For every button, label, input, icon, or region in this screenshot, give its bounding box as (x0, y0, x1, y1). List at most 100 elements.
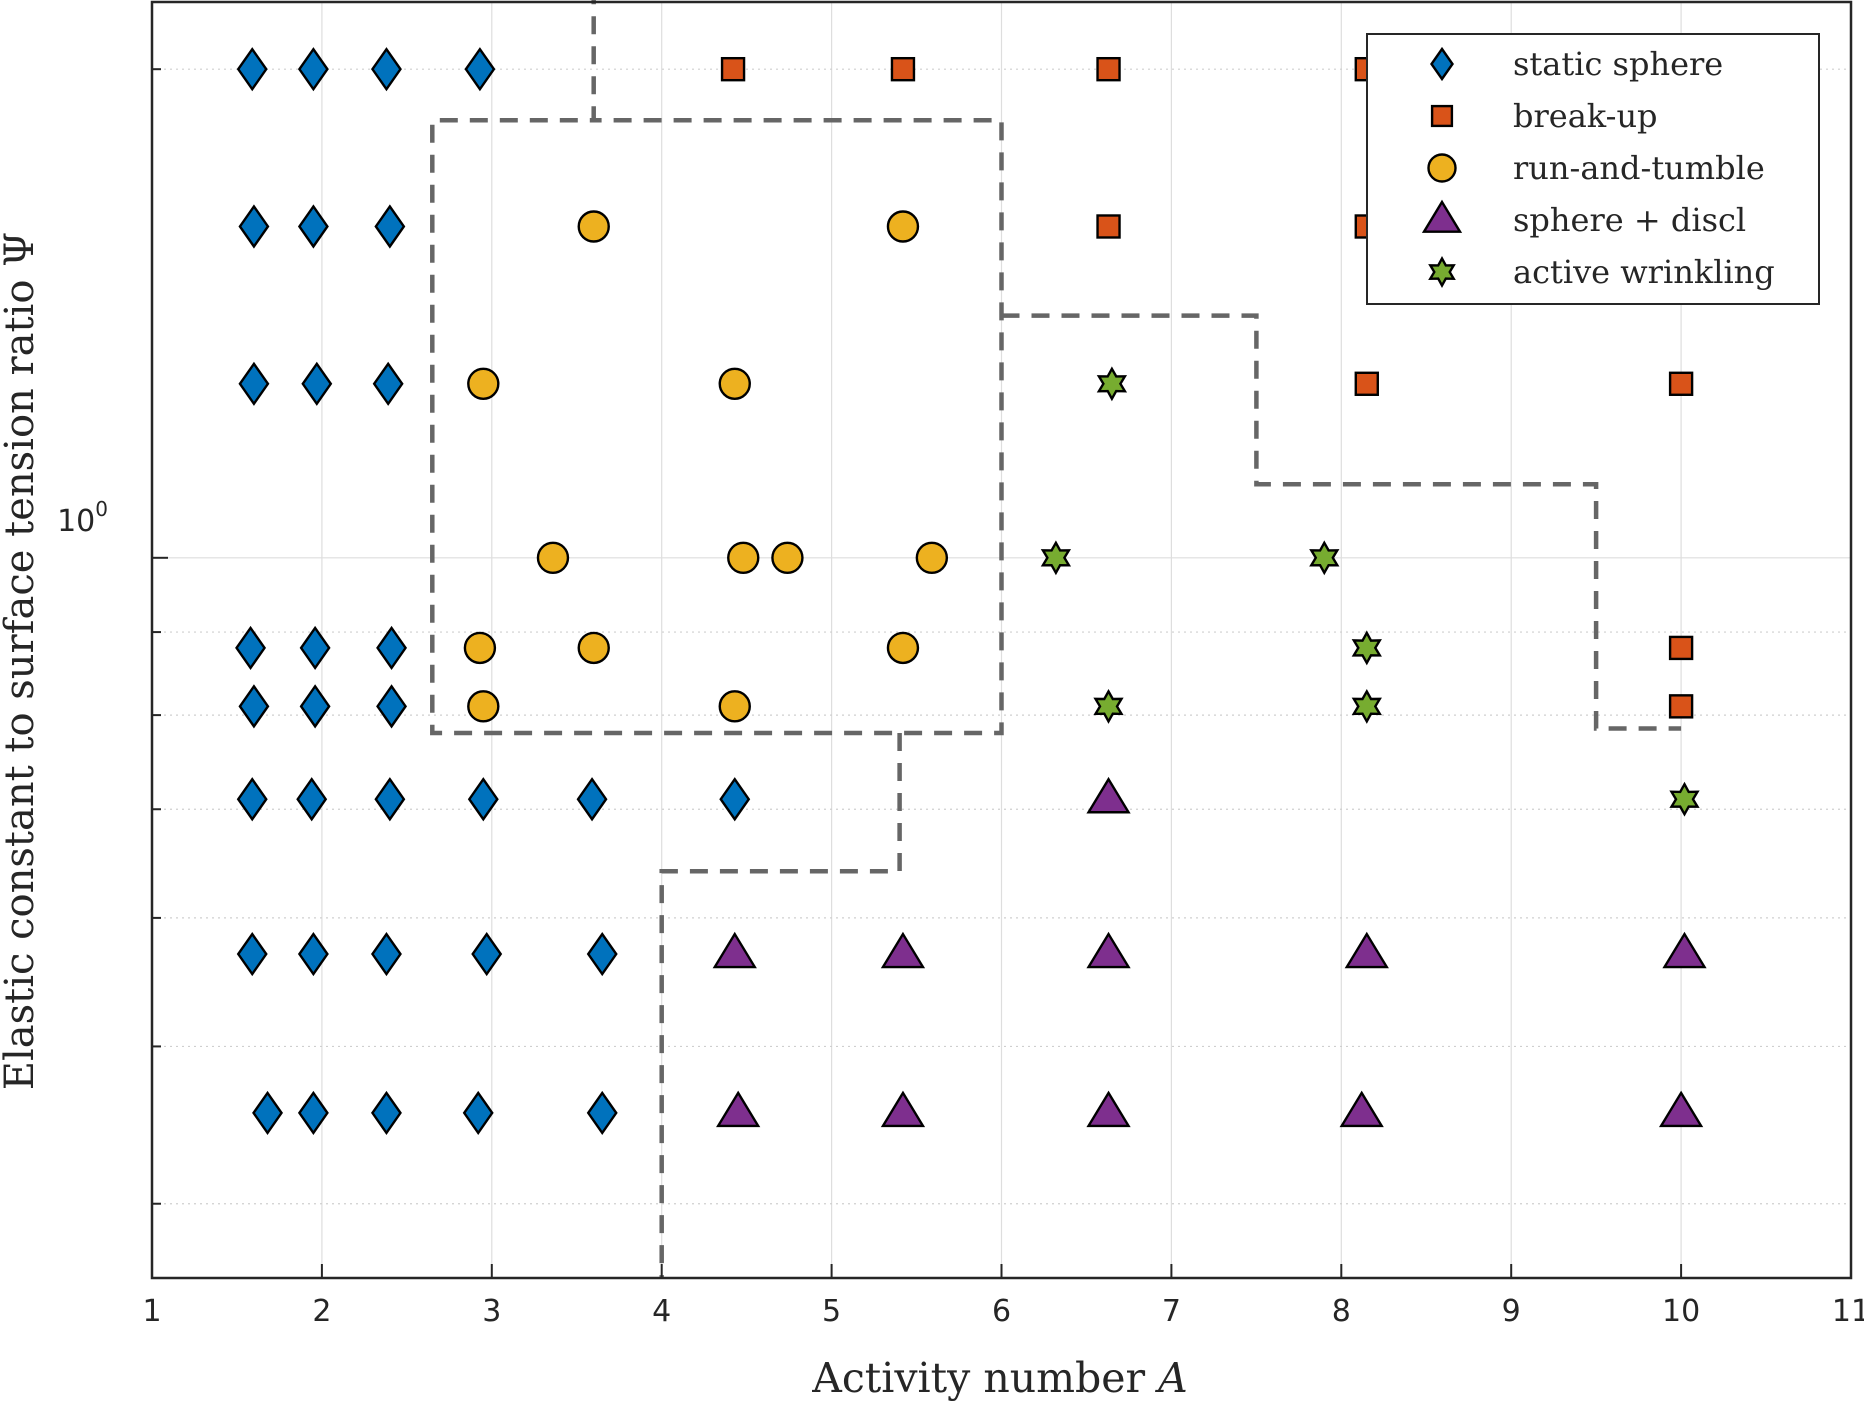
discl-point (880, 1090, 926, 1128)
x-tick-label: 8 (1332, 1294, 1351, 1329)
discl-point (1658, 1090, 1704, 1128)
y-tick-label-exponent: 0 (95, 497, 108, 521)
static-point (238, 204, 270, 249)
y-axis-label: Elastic constant to surface tension rati… (0, 232, 43, 1090)
discl-point (716, 1090, 761, 1128)
discl-point (1086, 931, 1131, 969)
breakup-point (1096, 56, 1121, 82)
static-point (374, 204, 406, 249)
axis-ticks: 1 2 3 4 5 6 7 8 9 10 11 (142, 68, 1864, 1329)
runtumble-point (718, 690, 751, 723)
legend-marker-runtumble (1427, 153, 1457, 183)
runtumble-point (718, 367, 751, 400)
x-axis-label-text: Activity number (811, 1354, 1158, 1402)
static-point (296, 777, 328, 822)
x-tick-label: 1 (142, 1294, 161, 1329)
x-axis-label: Activity number A (811, 1354, 1188, 1402)
x-tick-label: 9 (1502, 1294, 1521, 1329)
static-point (252, 1090, 283, 1136)
static-point (376, 625, 408, 671)
static-point (297, 1090, 329, 1136)
static-point (236, 931, 268, 977)
discl-point (880, 931, 926, 969)
x-tick-label: 7 (1162, 1294, 1181, 1329)
discl-point (712, 931, 757, 969)
legend-marker-wrinkling (1428, 256, 1456, 288)
phase-boundary-line (1001, 313, 1682, 731)
discl-point (1662, 931, 1707, 969)
legend: static sphere break-up run-and-tumble spher… (1366, 33, 1820, 305)
x-tick-label: 5 (822, 1294, 841, 1329)
wrinkling-point (1351, 688, 1382, 724)
static-point (236, 47, 268, 92)
wrinkling-point (1096, 366, 1128, 402)
legend-label-wrinkling: active wrinkling (1513, 253, 1775, 291)
x-tick-label: 10 (1662, 1294, 1700, 1329)
breakup-point (720, 56, 746, 82)
static-point (467, 777, 499, 822)
runtumble-point (467, 690, 500, 723)
static-point (236, 777, 268, 822)
static-point (238, 361, 270, 406)
static-point (719, 777, 751, 822)
phase-boundary-line (659, 733, 902, 1278)
legend-marker-discl (1421, 199, 1463, 233)
legend-label-runtumble: run-and-tumble (1513, 149, 1765, 187)
static-point (299, 625, 331, 671)
x-tick-label: 3 (482, 1294, 501, 1329)
discl-point (1086, 1090, 1131, 1128)
runtumble-point (727, 541, 760, 575)
static-point (301, 361, 333, 406)
static-point (462, 1090, 494, 1136)
runtumble-point (577, 631, 610, 665)
static-point (576, 777, 608, 822)
static-point (299, 684, 331, 729)
legend-label-discl: sphere + discl (1513, 201, 1746, 239)
x-tick-label: 2 (312, 1294, 331, 1329)
phase-boundaries (430, 0, 1682, 1278)
wrinkling-point (1351, 630, 1382, 666)
runtumble-point (771, 541, 804, 575)
static-point (370, 47, 402, 92)
runtumble-point (886, 210, 920, 243)
static-point (374, 777, 406, 822)
breakup-point (1096, 214, 1121, 239)
breakup-point (890, 56, 916, 82)
runtumble-point (577, 210, 610, 243)
static-point (235, 625, 267, 671)
discl-point (1086, 776, 1131, 814)
y-tick-label-base: 10 (57, 504, 95, 539)
static-point (370, 1090, 402, 1136)
legend-marker-breakup (1430, 104, 1454, 128)
static-point (297, 931, 329, 977)
static-point (370, 931, 402, 977)
static-point (586, 931, 618, 977)
breakup-point (1354, 371, 1379, 396)
x-tick-label: 4 (652, 1294, 671, 1329)
x-tick-label: 6 (992, 1294, 1011, 1329)
runtumble-point (463, 631, 497, 665)
x-axis-label-variable: A (1154, 1354, 1188, 1402)
runtumble-point (467, 367, 500, 400)
static-point (297, 47, 329, 92)
runtumble-point (536, 541, 570, 575)
static-point (238, 684, 270, 729)
wrinkling-point (1309, 540, 1340, 576)
runtumble-point (886, 631, 920, 665)
static-point (297, 204, 329, 249)
discl-point (1344, 931, 1389, 969)
static-point (586, 1090, 618, 1136)
runtumble-point (915, 541, 949, 575)
breakup-point (1668, 371, 1694, 396)
static-point (372, 361, 404, 406)
static-point (471, 931, 503, 977)
legend-marker-static (1430, 46, 1454, 82)
discl-point (1339, 1090, 1384, 1128)
x-tick-label: 11 (1832, 1294, 1864, 1329)
wrinkling-point (1040, 540, 1072, 576)
wrinkling-point (1669, 781, 1700, 817)
phase-boundary-line (430, 0, 1004, 736)
legend-label-static: static sphere (1513, 45, 1723, 83)
y-tick-label: 100 (57, 497, 108, 539)
